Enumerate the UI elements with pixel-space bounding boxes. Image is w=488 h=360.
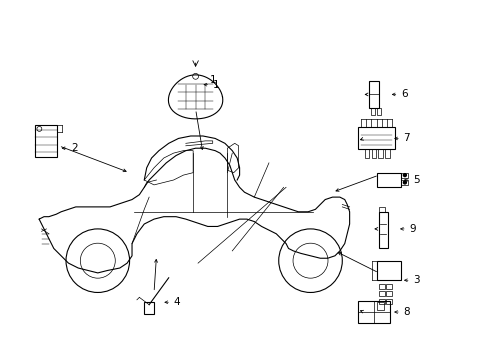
Text: 3: 3: [412, 275, 419, 285]
Text: 7: 7: [403, 134, 409, 143]
Text: 9: 9: [408, 224, 415, 234]
Text: 1: 1: [209, 75, 216, 85]
Text: 6: 6: [400, 89, 407, 99]
Text: 8: 8: [403, 307, 409, 317]
Circle shape: [403, 174, 406, 176]
Text: 2: 2: [71, 143, 78, 153]
Text: 1: 1: [212, 80, 219, 90]
Text: 5: 5: [412, 175, 419, 185]
Circle shape: [403, 181, 406, 184]
Text: 4: 4: [173, 297, 180, 307]
